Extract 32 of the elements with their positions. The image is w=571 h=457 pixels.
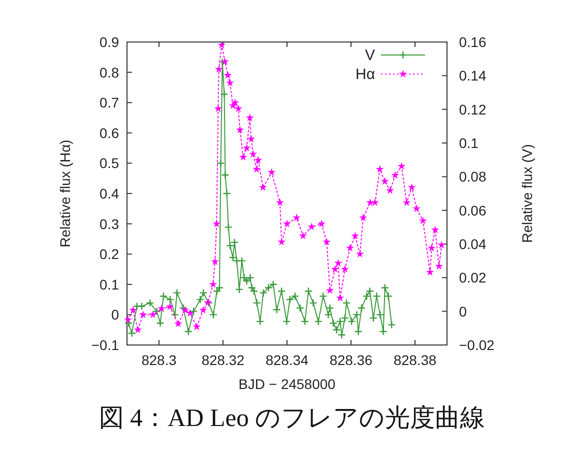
y-tick-label: 0.8	[100, 64, 120, 80]
y2-tick-label: 0.02	[459, 270, 486, 286]
y-tick-label: 0.3	[100, 216, 120, 232]
y-tick-label: 0.4	[100, 186, 120, 202]
y2-tick-label: −0.02	[459, 337, 495, 353]
y2-tick-label: 0	[459, 303, 467, 320]
y-axis-title: Relative flux (Hα)	[57, 140, 73, 248]
y-tick-label: −0.1	[91, 337, 120, 353]
y-tick-label: 0.1	[100, 276, 120, 292]
y2-tick-label: 0.16	[459, 34, 486, 50]
y2-tick-label: 0.06	[459, 202, 486, 218]
x-tick-label: 828.34	[266, 352, 309, 368]
y-tick-label: 0.9	[100, 34, 120, 50]
y2-tick-label: 0.12	[459, 101, 486, 118]
y-tick-label: 0.2	[100, 246, 120, 262]
caption: 図 4：AD Leo のフレアの光度曲線	[98, 404, 486, 432]
y-tick-label: 0.6	[100, 124, 120, 141]
y2-axis-title: Relative flux (V)	[519, 144, 535, 243]
y-tick-label: 0.5	[100, 155, 120, 172]
y2-tick-label: 0.08	[459, 168, 486, 185]
x-tick-label: 828.32	[202, 352, 245, 368]
y-tick-label: 0	[111, 306, 120, 323]
x-axis-title: BJD − 2458000	[238, 376, 336, 392]
y2-tick-label: 0.1	[459, 135, 479, 151]
x-tick-label: 828.3	[141, 352, 177, 368]
legend-label: V	[364, 47, 375, 64]
y-tick-label: 0.7	[100, 94, 120, 111]
x-tick-label: 828.36	[330, 352, 373, 368]
x-tick-label: 828.38	[394, 352, 437, 368]
legend-label: Hα	[355, 66, 376, 83]
y2-tick-label: 0.04	[459, 236, 486, 252]
y2-tick-label: 0.14	[459, 68, 486, 84]
